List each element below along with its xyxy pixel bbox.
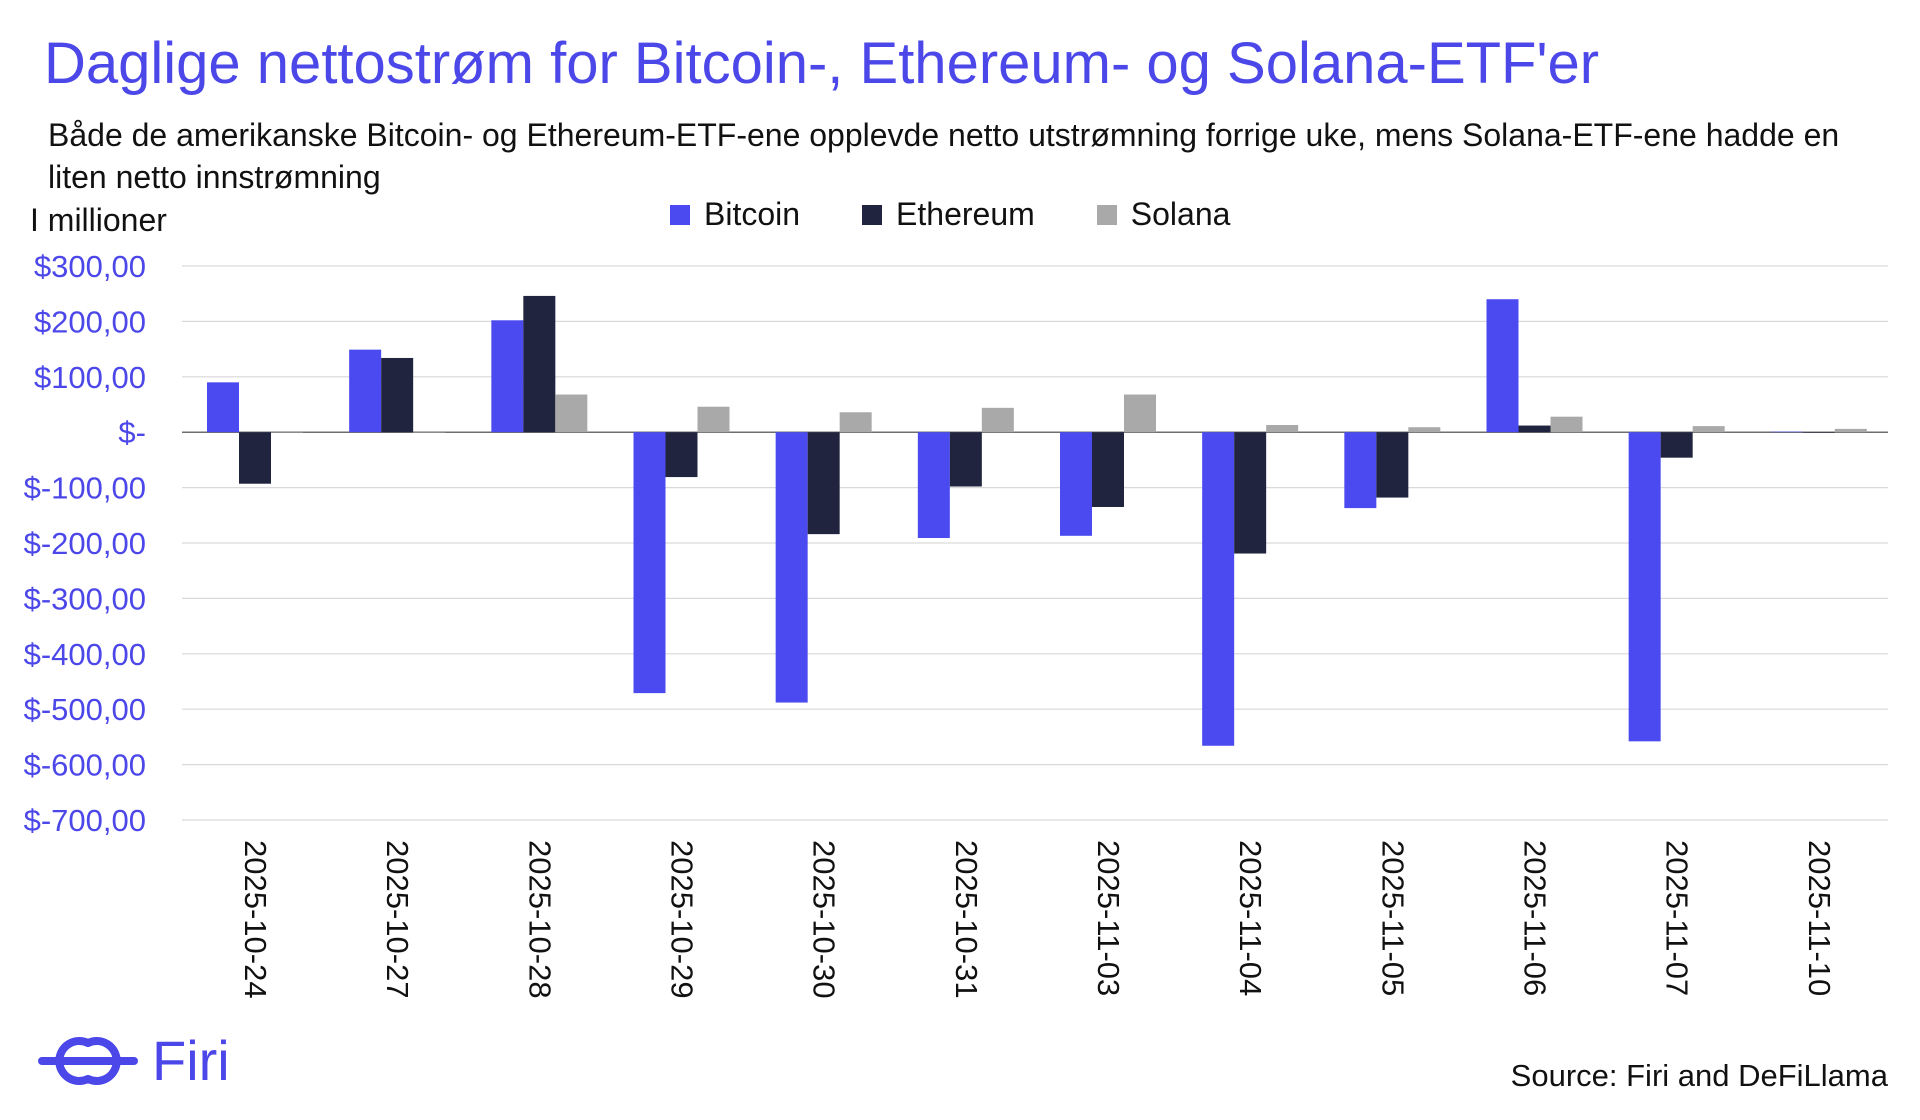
- x-tick-label: 2025-10-29: [665, 840, 700, 999]
- bar-ethereum: [1376, 432, 1409, 498]
- bar-bitcoin: [207, 382, 239, 433]
- chart-title: Daglige nettostrøm for Bitcoin-, Ethereu…: [44, 31, 1600, 96]
- firi-logo-text: Firi: [152, 1029, 230, 1092]
- y-tick-label: $-600,00: [24, 748, 146, 783]
- x-tick-label: 2025-11-06: [1518, 840, 1553, 996]
- bar-bitcoin: [1344, 432, 1377, 509]
- bar-bitcoin: [1770, 431, 1803, 433]
- x-tick-label: 2025-11-07: [1660, 840, 1695, 996]
- x-tick-label: 2025-11-04: [1233, 840, 1268, 996]
- y-tick-label: $100,00: [34, 360, 146, 395]
- legend-swatch-ethereum: [862, 204, 883, 225]
- firi-logo-icon: [38, 1036, 138, 1085]
- legend-item-bitcoin: Bitcoin: [670, 196, 800, 233]
- bar-solana: [1550, 416, 1583, 433]
- bar-bitcoin: [775, 432, 808, 703]
- bar-solana: [1266, 424, 1299, 433]
- bar-ethereum: [1660, 432, 1693, 458]
- y-tick-label: $-100,00: [24, 471, 146, 506]
- y-axis-unit-label: I millioner: [30, 202, 167, 238]
- bar-bitcoin: [917, 432, 950, 539]
- x-tick-label: 2025-10-27: [380, 840, 415, 999]
- bar-ethereum: [523, 295, 556, 433]
- firi-logo: Firi: [36, 1028, 230, 1093]
- y-tick-label: $-400,00: [24, 637, 146, 672]
- x-tick-label: 2025-10-28: [522, 840, 557, 999]
- bar-solana: [271, 432, 303, 433]
- y-tick-label: $-700,00: [24, 803, 146, 838]
- x-tick-label: 2025-11-05: [1375, 840, 1410, 996]
- bar-solana: [1124, 394, 1156, 433]
- bar-solana: [1834, 428, 1867, 433]
- x-tick-label: 2025-10-24: [238, 840, 273, 999]
- bar-solana: [839, 412, 872, 433]
- bar-ethereum: [239, 432, 271, 484]
- y-tick-label: $200,00: [34, 304, 146, 339]
- x-tick-label: 2025-10-30: [807, 840, 842, 999]
- x-tick-label: 2025-11-03: [1091, 840, 1126, 996]
- bar-ethereum: [1802, 432, 1835, 433]
- bar-ethereum: [381, 357, 414, 433]
- bar-ethereum: [807, 432, 840, 535]
- bar-bitcoin: [349, 349, 382, 433]
- bar-bitcoin: [491, 320, 524, 433]
- bar-solana: [981, 407, 1014, 433]
- bar-ethereum: [1518, 425, 1551, 433]
- legend-swatch-bitcoin: [670, 204, 690, 225]
- x-tick-label: 2025-10-31: [949, 840, 984, 999]
- bar-solana: [697, 406, 730, 433]
- legend: Bitcoin Ethereum Solana: [670, 196, 1230, 233]
- bar-ethereum: [1234, 432, 1267, 554]
- legend-item-ethereum: Ethereum: [862, 196, 1035, 233]
- bar-solana: [555, 394, 588, 433]
- legend-label-solana: Solana: [1130, 196, 1231, 232]
- legend-label-ethereum: Ethereum: [896, 196, 1035, 232]
- bar-solana: [1408, 427, 1441, 433]
- bar-solana: [413, 432, 446, 433]
- bar-bitcoin: [633, 432, 666, 694]
- bar-ethereum: [1092, 432, 1124, 507]
- bar-bitcoin: [1060, 432, 1092, 536]
- legend-label-bitcoin: Bitcoin: [704, 196, 801, 232]
- y-tick-label: $-500,00: [24, 692, 146, 727]
- y-tick-label: $-200,00: [24, 526, 146, 561]
- y-tick-label: $300,00: [34, 249, 146, 284]
- bar-solana: [1692, 426, 1725, 433]
- bar-ethereum: [665, 432, 698, 478]
- legend-swatch-solana: [1096, 204, 1117, 225]
- y-tick-label: $-: [118, 415, 146, 450]
- bar-ethereum: [949, 432, 982, 487]
- chart-subtitle: Både de amerikanske Bitcoin- og Ethereum…: [48, 117, 1840, 195]
- source-note: Source: Firi and DeFiLlama: [1510, 1058, 1888, 1093]
- y-tick-label: $-300,00: [24, 581, 146, 616]
- bar-bitcoin: [1202, 432, 1235, 746]
- x-tick-label: 2025-11-10: [1802, 840, 1837, 996]
- bar-bitcoin: [1628, 432, 1661, 742]
- legend-item-solana: Solana: [1096, 196, 1231, 233]
- bar-bitcoin: [1486, 299, 1519, 433]
